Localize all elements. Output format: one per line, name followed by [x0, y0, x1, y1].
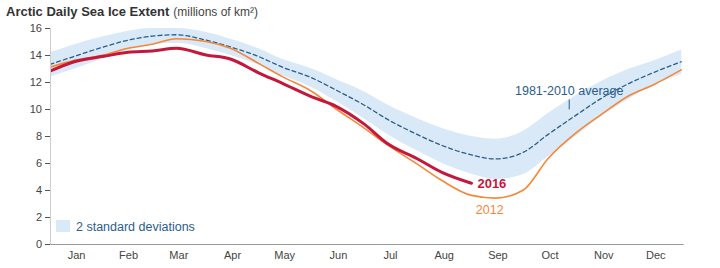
x-tick-label: Mar [169, 249, 188, 261]
series-line [50, 48, 471, 183]
x-tick: Mar [169, 244, 188, 261]
y-tick-label: 0 [36, 238, 42, 250]
x-tick: Dec [646, 244, 666, 261]
y-tick-label: 8 [36, 130, 42, 142]
series-line [50, 35, 681, 159]
y-tick-mark [45, 109, 50, 110]
x-tick: Apr [224, 244, 241, 261]
x-tick: Feb [119, 244, 138, 261]
y-tick-mark [45, 136, 50, 137]
series-label: 1981-2010 average [515, 84, 623, 98]
label-leader [569, 99, 570, 109]
subtitle: (millions of km²) [173, 5, 258, 19]
x-tick: Nov [594, 244, 614, 261]
y-tick: 0 [36, 238, 50, 250]
y-tick-mark [45, 190, 50, 191]
y-tick-mark [45, 244, 50, 245]
x-axis-line [51, 244, 684, 245]
y-tick: 12 [30, 76, 50, 88]
y-tick-label: 6 [36, 157, 42, 169]
series-label: 2012 [476, 203, 504, 217]
y-tick: 4 [36, 184, 50, 196]
title: Arctic Daily Sea Ice Extent [6, 4, 170, 19]
y-axis-line [45, 29, 51, 245]
y-tick: 14 [30, 49, 50, 61]
legend-label: 2 standard deviations [76, 220, 195, 234]
y-tick: 16 [30, 22, 50, 34]
x-tick-label: Dec [646, 249, 666, 261]
y-tick: 2 [36, 211, 50, 223]
x-tick-label: Sep [488, 249, 508, 261]
x-tick-label: Oct [541, 249, 558, 261]
y-tick: 10 [30, 103, 50, 115]
y-tick-mark [45, 217, 50, 218]
chart: Arctic Daily Sea Ice Extent(millions of … [0, 0, 720, 268]
y-tick-mark [45, 163, 50, 164]
y-tick-label: 12 [30, 76, 42, 88]
x-tick: Oct [541, 244, 558, 261]
x-tick: Jul [383, 244, 397, 261]
x-axis: Jan Feb Mar Apr May Jun Jul Aug Sep Oct Nov Dec [51, 244, 684, 261]
y-tick-label: 16 [30, 22, 42, 34]
y-tick-label: 10 [30, 103, 42, 115]
x-tick: Jan [68, 244, 86, 261]
x-tick: Sep [488, 244, 508, 261]
x-tick-label: Jun [330, 249, 348, 261]
y-tick-label: 2 [36, 211, 42, 223]
x-tick-label: Jul [383, 249, 397, 261]
x-tick: Aug [434, 244, 454, 261]
x-tick-label: Aug [434, 249, 454, 261]
y-axis: 0 2 4 6 8 10 12 14 16 [30, 22, 51, 250]
y-tick-mark [45, 28, 50, 29]
series-line [50, 39, 681, 198]
x-tick: Jun [330, 244, 348, 261]
plot-area [50, 28, 681, 198]
y-tick-mark [45, 55, 50, 56]
x-tick-label: Jan [68, 249, 86, 261]
y-tick: 6 [36, 157, 50, 169]
x-tick-label: May [274, 249, 295, 261]
x-tick-label: Apr [224, 249, 241, 261]
y-tick: 8 [36, 130, 50, 142]
y-tick-label: 14 [30, 49, 42, 61]
y-tick-mark [45, 82, 50, 83]
legend: 2 standard deviations [56, 220, 195, 234]
x-tick-label: Feb [119, 249, 138, 261]
x-tick-label: Nov [594, 249, 614, 261]
x-tick: May [274, 244, 295, 261]
legend-swatch [56, 220, 70, 232]
y-tick-label: 4 [36, 184, 42, 196]
series-label: 2016 [477, 176, 506, 191]
